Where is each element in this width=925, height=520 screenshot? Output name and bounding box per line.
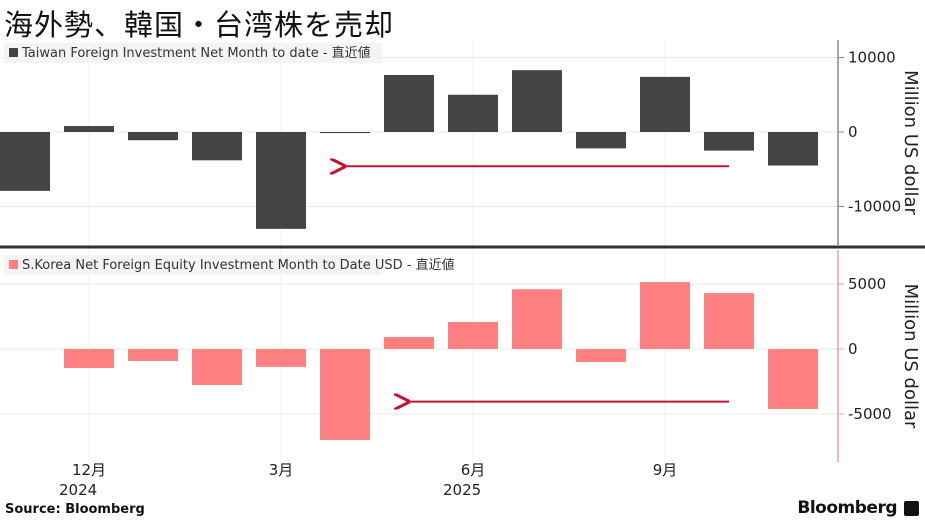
legend-label: Taiwan Foreign Investment Net Month to d… (21, 45, 371, 61)
x-tick-label: 9月 (653, 461, 678, 479)
bar-2025-08 (576, 132, 626, 149)
bloomberg-icon (904, 501, 919, 516)
bar-2025-05 (384, 337, 434, 349)
bar-2025-10 (704, 293, 754, 349)
bar-2025-04 (320, 349, 370, 440)
legend-bg (4, 43, 382, 63)
x-tick-label: 6月 (461, 461, 486, 479)
bar-2025-06 (448, 321, 498, 349)
bar-2025-08 (576, 349, 626, 362)
y-tick-label: 5000 (848, 275, 886, 293)
x-year-label: 2024 (59, 481, 97, 499)
bar-2025-09 (640, 282, 690, 349)
y-tick-label: 0 (848, 340, 858, 358)
legend-bg (4, 255, 382, 275)
bar-2025-05 (384, 75, 434, 132)
bar-2025-03 (256, 132, 306, 229)
y-tick-label: -10000 (848, 198, 901, 216)
bar-2025-07 (512, 289, 562, 349)
legend-swatch (9, 48, 18, 57)
y-axis-title: Million US dollar (900, 70, 921, 215)
bar-2025-04 (320, 132, 370, 134)
bar-2025-02 (192, 132, 242, 161)
x-tick-label: 12月 (72, 461, 106, 479)
y-tick-label: -5000 (848, 405, 892, 423)
bar-2025-11 (768, 132, 818, 166)
x-tick-label: 3月 (269, 461, 294, 479)
bar-2025-02 (192, 349, 242, 386)
brand-logo: Bloomberg (797, 498, 897, 518)
bar-2024-12 (64, 126, 114, 132)
bar-2024-11 (0, 132, 50, 191)
y-axis-title: Million US dollar (900, 284, 921, 429)
legend-label: S.Korea Net Foreign Equity Investment Mo… (22, 257, 455, 273)
legend-swatch (9, 260, 18, 269)
bar-2025-11 (768, 349, 818, 410)
bar-2025-09 (640, 76, 690, 132)
bar-2024-12 (64, 349, 114, 368)
source-label: Source: Bloomberg (5, 502, 145, 517)
x-year-label: 2025 (443, 481, 481, 499)
bar-2025-01 (128, 132, 178, 141)
y-tick-label: 10000 (848, 49, 896, 67)
bar-2025-03 (256, 349, 306, 367)
bar-2025-01 (128, 349, 178, 361)
bar-2025-10 (704, 132, 754, 151)
bar-2025-06 (448, 94, 498, 132)
y-tick-label: 0 (848, 123, 858, 141)
bar-2025-07 (512, 70, 562, 132)
chart-title: 海外勢、韓国・台湾株を売却 (4, 8, 395, 42)
